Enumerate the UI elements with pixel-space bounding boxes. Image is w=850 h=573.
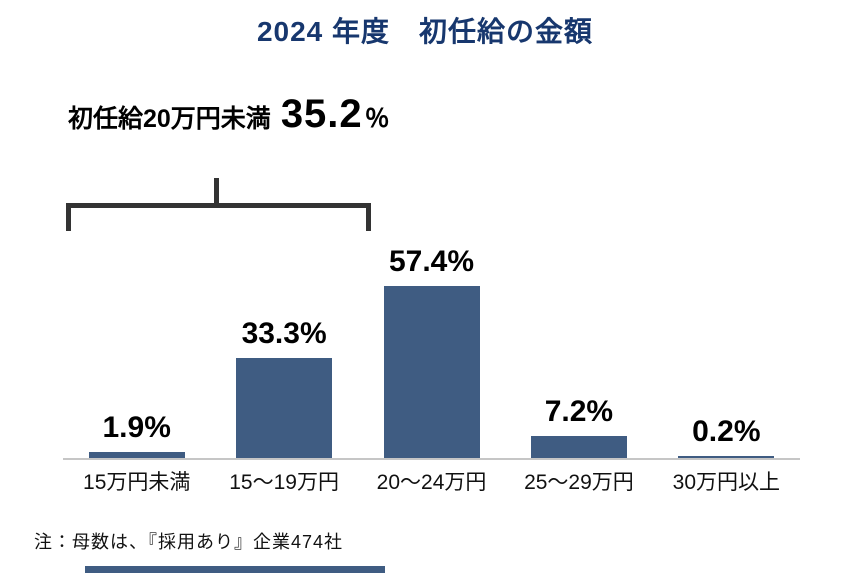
bracket-span: [66, 203, 371, 231]
category-label: 15〜19万円: [229, 471, 339, 494]
bar-column: 7.2%: [505, 226, 652, 458]
bar: [530, 436, 627, 458]
bar: [383, 286, 480, 458]
category-label: 20〜24万円: [376, 471, 487, 494]
x-axis-line: [63, 458, 800, 460]
category-axis: 15万円未満 15〜19万円 20〜24万円 25〜29万円 30万円以上: [63, 466, 800, 496]
annotation-value: 35.2: [280, 92, 363, 136]
category-label: 30万円以上: [672, 471, 780, 494]
bar-column: 57.4%: [358, 226, 505, 458]
bar-column: 0.2%: [653, 226, 800, 458]
annotation-20man-group: 初任給20万円未満 35.2 ％: [68, 92, 390, 137]
annotation-label: 初任給20万円未満: [68, 105, 271, 133]
bar: [678, 456, 775, 458]
bar-value-label: 7.2%: [544, 395, 614, 428]
chart-title: 2024 年度 初任給の金額: [256, 16, 594, 47]
category-label: 25〜29万円: [524, 471, 634, 494]
bracket-stem: [214, 178, 219, 206]
footnote: 注：母数は、『採用あり』企業474社: [34, 532, 344, 552]
bottom-decorative-strip: [85, 566, 385, 573]
bar: [236, 358, 333, 458]
bar-column: 33.3%: [210, 226, 357, 458]
bar-value-label: 1.9%: [102, 411, 171, 444]
bar-chart: 1.9% 33.3% 57.4% 7.2% 0.2%: [63, 226, 800, 458]
bar-value-label: 0.2%: [692, 415, 761, 448]
category-label: 15万円未満: [83, 471, 191, 494]
annotation-percent-sign: ％: [364, 105, 390, 133]
bar-column: 1.9%: [63, 226, 210, 458]
bar-value-label: 33.3%: [241, 317, 327, 350]
bar: [88, 452, 185, 458]
bar-value-label: 57.4%: [388, 245, 475, 278]
